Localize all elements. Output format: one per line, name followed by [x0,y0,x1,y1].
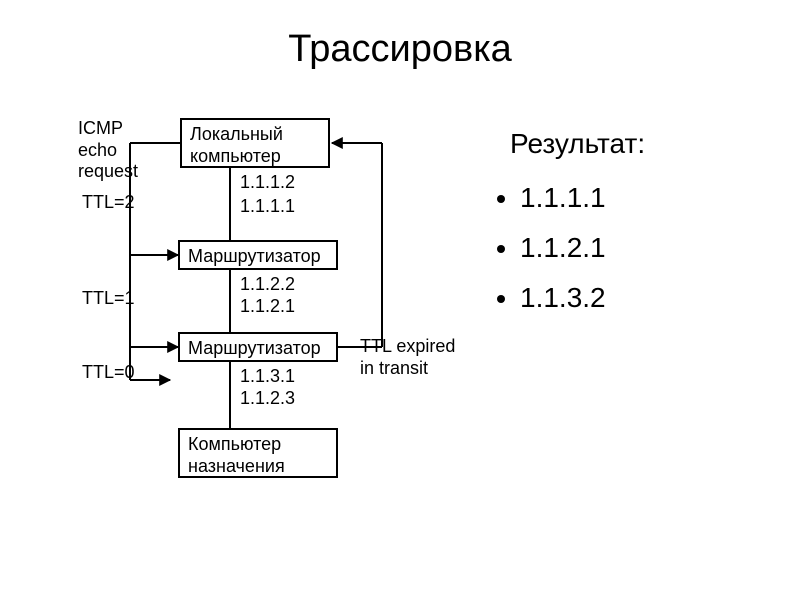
ip-router2-below: 1.1.3.1 [240,366,295,388]
ip-router2-above: 1.1.2.1 [240,296,295,318]
page-title: Трассировка [0,28,800,71]
ip-dest-above: 1.1.2.3 [240,388,295,410]
ip-router1-above: 1.1.1.1 [240,196,295,218]
label-ttl-2: TTL=2 [82,192,135,214]
result-heading: Результат: [510,128,645,160]
node-router-1: Маршрутизатор [178,240,338,270]
result-list: 1.1.1.1 1.1.2.1 1.1.3.2 [492,182,606,332]
result-item-1: 1.1.1.1 [520,182,606,214]
node-dest-line2: назначения [188,456,285,476]
node-destination: Компьютер назначения [178,428,338,478]
node-router-1-label: Маршрутизатор [188,246,321,266]
label-icmp-echo-request: ICMP echo request [78,118,138,183]
node-local-computer: Локальный компьютер [180,118,330,168]
node-dest-line1: Компьютер [188,434,281,454]
node-local-line2: компьютер [190,146,281,166]
label-ttl-expired: TTL expired in transit [360,336,455,379]
ip-local-below: 1.1.1.2 [240,172,295,194]
ip-router1-below: 1.1.2.2 [240,274,295,296]
label-ttl-0: TTL=0 [82,362,135,384]
node-local-line1: Локальный [190,124,283,144]
result-item-2: 1.1.2.1 [520,232,606,264]
result-item-3: 1.1.3.2 [520,282,606,314]
label-ttl-1: TTL=1 [82,288,135,310]
node-router-2-label: Маршрутизатор [188,338,321,358]
node-router-2: Маршрутизатор [178,332,338,362]
